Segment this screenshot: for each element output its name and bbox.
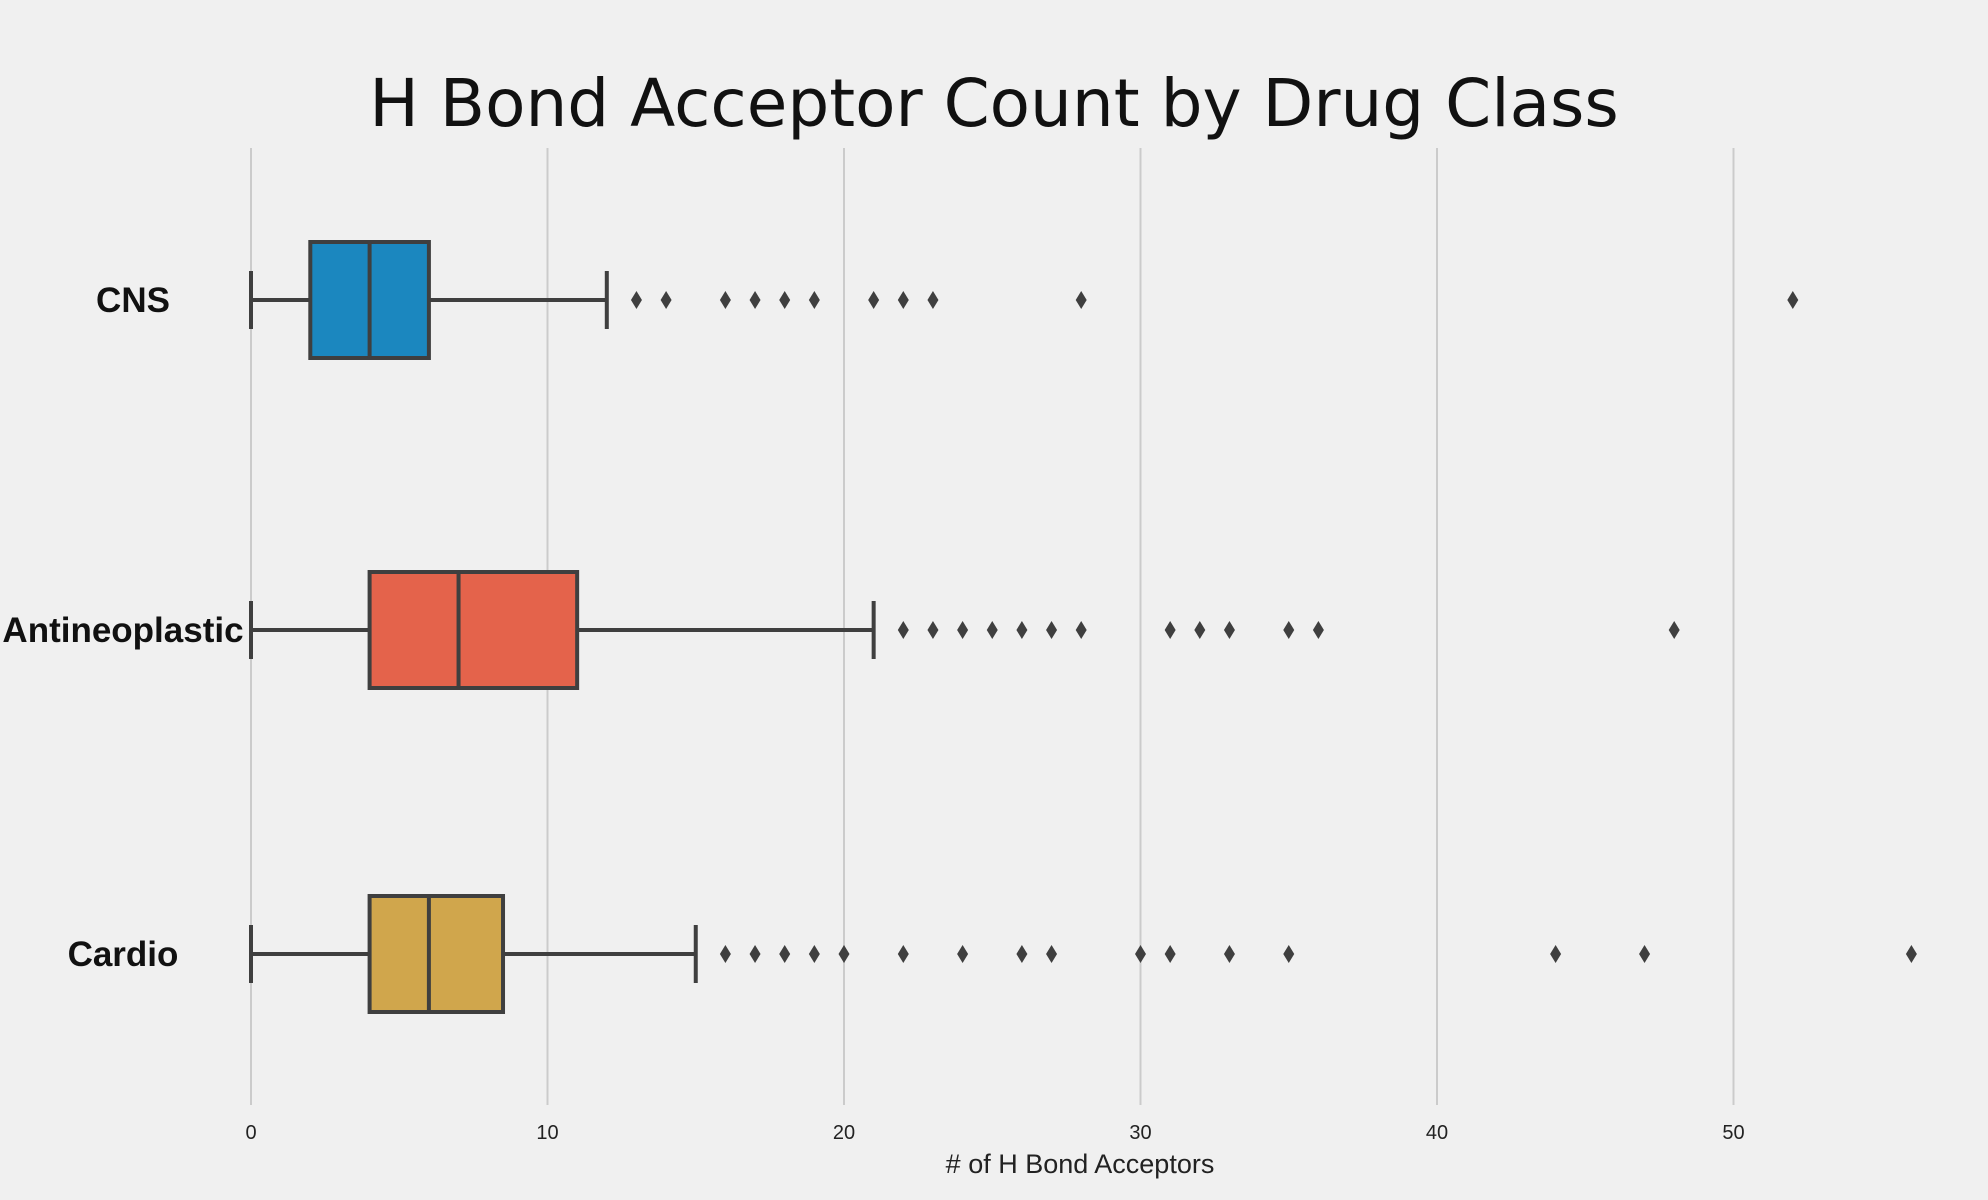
outlier-point — [1668, 621, 1680, 639]
outlier-point — [719, 945, 731, 963]
box-group-antineoplastic — [249, 570, 1680, 690]
outlier-point — [1046, 621, 1058, 639]
outlier-point — [1016, 621, 1028, 639]
x-tick-label: 50 — [1722, 1122, 1744, 1144]
category-labels: CNS Antineoplastic Cardio — [2, 281, 243, 974]
x-axis-ticks: 0 10 20 30 40 50 — [245, 1122, 1744, 1144]
outlier-point — [660, 291, 672, 309]
outlier-point — [897, 621, 909, 639]
outlier-point — [1787, 291, 1799, 309]
outlier-point — [719, 291, 731, 309]
outlier-point — [1905, 945, 1917, 963]
outlier-point — [1016, 945, 1028, 963]
x-tick-label: 10 — [536, 1122, 558, 1144]
outlier-point — [1312, 621, 1324, 639]
box-group-cardio — [249, 894, 1917, 1014]
x-tick-label: 30 — [1129, 1122, 1151, 1144]
outlier-point — [1194, 621, 1206, 639]
outlier-point — [1283, 621, 1295, 639]
x-axis-label: # of H Bond Acceptors — [946, 1149, 1215, 1179]
outlier-point — [1164, 945, 1176, 963]
outlier-point — [986, 621, 998, 639]
iqr-box — [367, 894, 506, 1014]
box-group-cns — [249, 240, 1799, 360]
outlier-point — [927, 621, 939, 639]
outlier-point — [749, 291, 761, 309]
outlier-point — [808, 291, 820, 309]
category-label-antineoplastic: Antineoplastic — [2, 611, 243, 650]
outlier-point — [897, 945, 909, 963]
outlier-point — [749, 945, 761, 963]
category-label-cardio: Cardio — [68, 935, 179, 974]
outlier-point — [957, 621, 969, 639]
outlier-point — [630, 291, 642, 309]
box-plots — [249, 240, 1917, 1014]
outlier-point — [1223, 621, 1235, 639]
outlier-point — [927, 291, 939, 309]
outlier-point — [1164, 621, 1176, 639]
outlier-point — [1075, 621, 1087, 639]
outlier-point — [1639, 945, 1651, 963]
x-tick-label: 0 — [245, 1122, 256, 1144]
outlier-point — [1223, 945, 1235, 963]
outlier-point — [1046, 945, 1058, 963]
outlier-point — [779, 291, 791, 309]
outlier-point — [1135, 945, 1146, 963]
x-tick-label: 20 — [833, 1122, 855, 1144]
outlier-point — [808, 945, 820, 963]
chart-title: H Bond Acceptor Count by Drug Class — [369, 65, 1619, 142]
category-label-cns: CNS — [96, 281, 170, 320]
outlier-point — [779, 945, 791, 963]
outlier-point — [1075, 291, 1087, 309]
outlier-point — [897, 291, 909, 309]
outlier-point — [868, 291, 880, 309]
iqr-box — [367, 570, 580, 690]
outlier-point — [1283, 945, 1295, 963]
x-tick-label: 40 — [1426, 1122, 1448, 1144]
outlier-point — [838, 945, 850, 963]
outlier-point — [957, 945, 969, 963]
outlier-point — [1550, 945, 1562, 963]
